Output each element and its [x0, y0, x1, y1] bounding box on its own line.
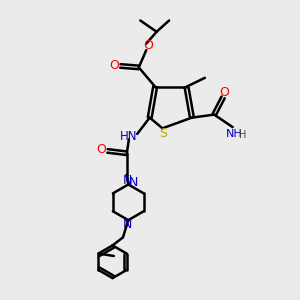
Text: N: N	[123, 218, 132, 231]
Text: N: N	[123, 174, 132, 187]
Text: NH: NH	[225, 129, 242, 139]
Text: O: O	[143, 39, 153, 52]
Text: H: H	[239, 130, 247, 140]
Text: HN: HN	[120, 130, 138, 143]
Text: O: O	[220, 86, 230, 99]
Text: N: N	[129, 176, 138, 190]
Text: O: O	[110, 59, 119, 72]
Text: S: S	[159, 127, 167, 140]
Text: O: O	[97, 143, 106, 156]
